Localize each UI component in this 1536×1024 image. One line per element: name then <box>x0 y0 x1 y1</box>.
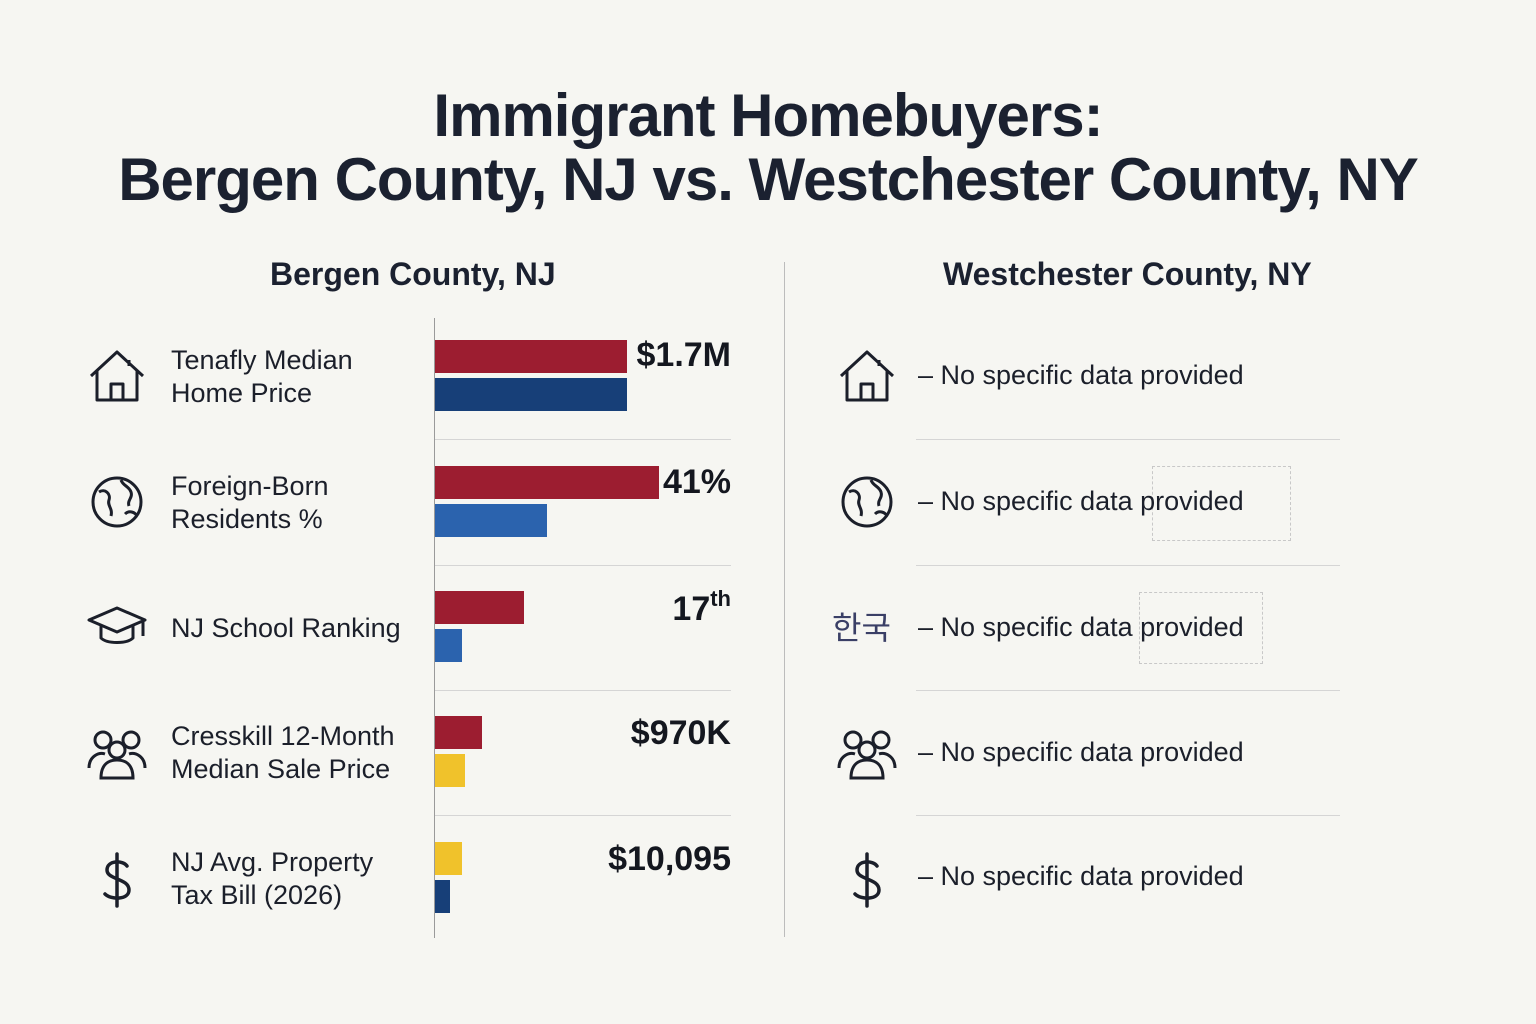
people-group-icon <box>835 722 899 786</box>
dollar-sign-icon <box>835 848 899 912</box>
data-label-suffix: th <box>710 586 731 611</box>
chart-title-line2: Bergen County, NJ vs. Westchester County… <box>118 146 1419 213</box>
dollar-sign-icon <box>85 848 149 912</box>
column-divider <box>784 262 785 937</box>
bar-bottom <box>435 504 547 537</box>
data-label: $1.7M <box>636 336 732 374</box>
row-label: NJ Avg. Property Tax Bill (2026) <box>171 846 421 912</box>
data-label: $10,095 <box>608 840 731 878</box>
bar-top <box>435 591 524 624</box>
no-data-text: – No specific data provided <box>918 737 1244 767</box>
data-label: 17th <box>672 586 731 629</box>
row-separator <box>435 815 731 816</box>
row-label-line1: Tenafly Median <box>171 345 353 375</box>
korean-text-icon: 한국 <box>832 609 891 647</box>
people-group-icon <box>85 722 149 786</box>
globe-icon <box>85 470 149 534</box>
data-label: 41% <box>662 463 731 501</box>
row-label-line2: Home Price <box>171 378 313 408</box>
graduation-cap-icon <box>85 596 149 660</box>
no-data-text: – No specific data provided <box>918 861 1244 891</box>
row-separator <box>916 690 1340 691</box>
row-label-line2: Tax Bill (2026) <box>171 880 343 910</box>
column-header-westchester: Westchester County, NY <box>943 256 1312 292</box>
dashed-highlight-box <box>1152 466 1291 541</box>
row-label: Cresskill 12-Month Median Sale Price <box>171 720 421 786</box>
row-separator <box>916 439 1340 440</box>
chart-title-line1: Immigrant Homebuyers: <box>433 82 1103 149</box>
column-header-bergen: Bergen County, NJ <box>270 256 556 292</box>
row-separator <box>916 565 1340 566</box>
data-label: $970K <box>630 714 731 752</box>
no-data-text: – No specific data provided <box>918 360 1244 390</box>
dashed-highlight-box <box>1139 592 1263 664</box>
row-separator <box>435 439 731 440</box>
row-separator <box>435 690 731 691</box>
row-label: Tenafly Median Home Price <box>171 344 421 410</box>
bar-top <box>435 842 462 875</box>
bar-bottom <box>435 754 465 787</box>
house-icon <box>835 344 899 408</box>
row-label-line1: Foreign-Born <box>171 471 329 501</box>
house-icon <box>85 344 149 408</box>
bar-bottom <box>435 629 462 662</box>
bar-axis-line <box>434 318 435 938</box>
row-label-line2: Residents % <box>171 504 323 534</box>
no-data-text: – No specific data provided <box>918 486 1244 516</box>
row-label: NJ School Ranking <box>171 612 421 645</box>
bar-bottom <box>435 378 627 411</box>
bar-top <box>435 716 482 749</box>
row-label: Foreign-Born Residents % <box>171 470 421 536</box>
globe-icon <box>835 470 899 534</box>
row-label-line2: Median Sale Price <box>171 754 391 784</box>
data-label-number: 17 <box>672 590 711 628</box>
row-separator <box>916 815 1340 816</box>
row-label-line1: NJ School Ranking <box>171 613 401 643</box>
bar-bottom <box>435 880 450 913</box>
bar-top <box>435 466 659 499</box>
bar-top <box>435 340 627 373</box>
row-separator <box>435 565 731 566</box>
row-label-line1: NJ Avg. Property <box>171 847 374 877</box>
row-label-line1: Cresskill 12-Month <box>171 721 395 751</box>
no-data-text: – No specific data provided <box>918 612 1244 642</box>
